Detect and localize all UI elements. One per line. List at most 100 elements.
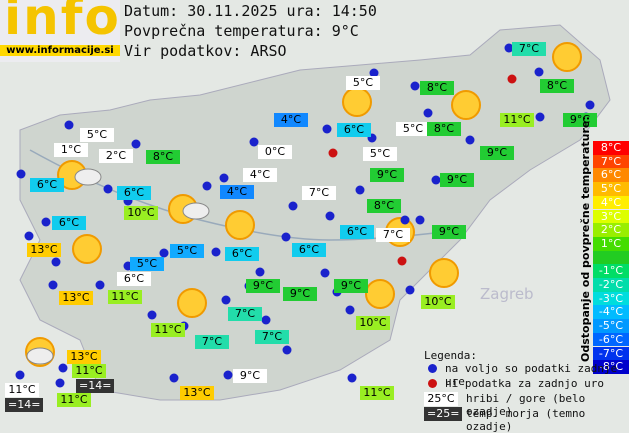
site: www.informacije.si [0, 45, 120, 56]
station-dot [211, 247, 221, 257]
sun [225, 210, 255, 240]
temperature-label: 5°C [80, 128, 114, 142]
temperature-label: 0°C [258, 145, 292, 159]
station-dot [221, 295, 231, 305]
station-dot [535, 112, 545, 122]
temperature-label: 8°C [427, 122, 461, 136]
station-dot [355, 185, 365, 195]
cloud [74, 168, 102, 186]
temperature-label: 13°C [180, 386, 214, 400]
temperature-label: 6°C [337, 123, 371, 137]
station-dot [15, 370, 25, 380]
station-dot [504, 43, 514, 53]
station-dot [16, 169, 26, 179]
station-dot [423, 108, 433, 118]
blue-dot [428, 364, 437, 373]
station-dot-missing [328, 148, 338, 158]
station-dot [58, 363, 68, 373]
station-dot [282, 345, 292, 355]
average: Povprečna temperatura: 9°C [124, 22, 359, 40]
temperature-label: 6°C [52, 216, 86, 230]
station-dot [255, 267, 265, 277]
temperature-label: 8°C [146, 150, 180, 164]
temperature-label: =14= [76, 379, 115, 393]
country [19, 24, 611, 401]
station-dot [159, 248, 169, 258]
station-dot [261, 315, 271, 325]
legend-sea: temp. morja (temno ozadje) [466, 407, 586, 433]
red-dot [428, 379, 437, 388]
scale-cell: 7°C [593, 154, 629, 169]
station-dot [369, 68, 379, 78]
scale-cell: -1°C [593, 264, 629, 278]
temperature-label: 7°C [228, 307, 262, 321]
sun [365, 279, 395, 309]
temperature-label: 8°C [420, 81, 454, 95]
station-dot [585, 100, 595, 110]
sun [342, 87, 372, 117]
scale-cell: -5°C [593, 319, 629, 333]
station-dot [405, 285, 415, 295]
station-dot [147, 310, 157, 320]
station-dot [219, 173, 229, 183]
scale-cell: 2°C [593, 223, 629, 237]
temperature-label: 6°C [292, 243, 326, 257]
temperature-label: 11°C [360, 386, 394, 400]
temperature-label: 9°C [233, 369, 267, 383]
temperature-label: 7°C [512, 42, 546, 56]
temperature-label: 9°C [283, 287, 317, 301]
legend-missing: ni podatka za zadnjo uro [445, 377, 604, 390]
cloud [182, 202, 210, 220]
temperature-label: 5°C [170, 244, 204, 258]
temperature-label: 11°C [108, 290, 142, 304]
scale-cell: 8°C [593, 141, 629, 155]
temperature-label: 9°C [334, 279, 368, 293]
station-dot [169, 373, 179, 383]
station-dot [320, 268, 330, 278]
scale-cell [593, 250, 629, 265]
temperature-label: 11°C [72, 364, 106, 378]
station-dot [345, 305, 355, 315]
sea-sample: =25= [424, 407, 463, 421]
scale-cell: 3°C [593, 209, 629, 224]
scale-cell: -7°C [593, 346, 629, 361]
cloud [26, 347, 54, 365]
temperature-label: 2°C [99, 149, 133, 163]
station-dot [103, 184, 113, 194]
temperature-label: 6°C [117, 186, 151, 200]
legend-title: Legenda: [424, 349, 477, 362]
scale-cell: 4°C [593, 195, 629, 210]
station-dot-missing [397, 256, 407, 266]
temperature-label: 4°C [274, 113, 308, 127]
temperature-label: 6°C [225, 247, 259, 261]
scale-cell: 1°C [593, 236, 629, 251]
logo-text: info [4, 0, 121, 46]
station-dot [325, 211, 335, 221]
temperature-label: 10°C [356, 316, 390, 330]
station-dot [431, 175, 441, 185]
temperature-label: 13°C [59, 291, 93, 305]
station-dot [534, 67, 544, 77]
sun [451, 90, 481, 120]
temperature-label: 6°C [340, 225, 374, 239]
station-dot [131, 139, 141, 149]
temperature-label: 7°C [376, 228, 410, 242]
place: Zagreb [480, 285, 534, 303]
temperature-label: 9°C [440, 173, 474, 187]
logo: info www.informacije.si [0, 0, 120, 62]
temperature-label: 8°C [540, 79, 574, 93]
temperature-label: 10°C [124, 206, 158, 220]
temperature-label: 9°C [563, 113, 597, 127]
temperature-label: 11°C [151, 323, 185, 337]
station-dot [465, 135, 475, 145]
temperature-label: 4°C [220, 185, 254, 199]
temperature-label: 7°C [195, 335, 229, 349]
temperature-label: 6°C [30, 178, 64, 192]
temperature-label: 5°C [396, 122, 430, 136]
temperature-label: 1°C [54, 143, 88, 157]
scale-cell: -3°C [593, 291, 629, 306]
temperature-label: 8°C [367, 199, 401, 213]
sun [552, 42, 582, 72]
temperature-label: 9°C [432, 225, 466, 239]
temperature-label: 7°C [302, 186, 336, 200]
